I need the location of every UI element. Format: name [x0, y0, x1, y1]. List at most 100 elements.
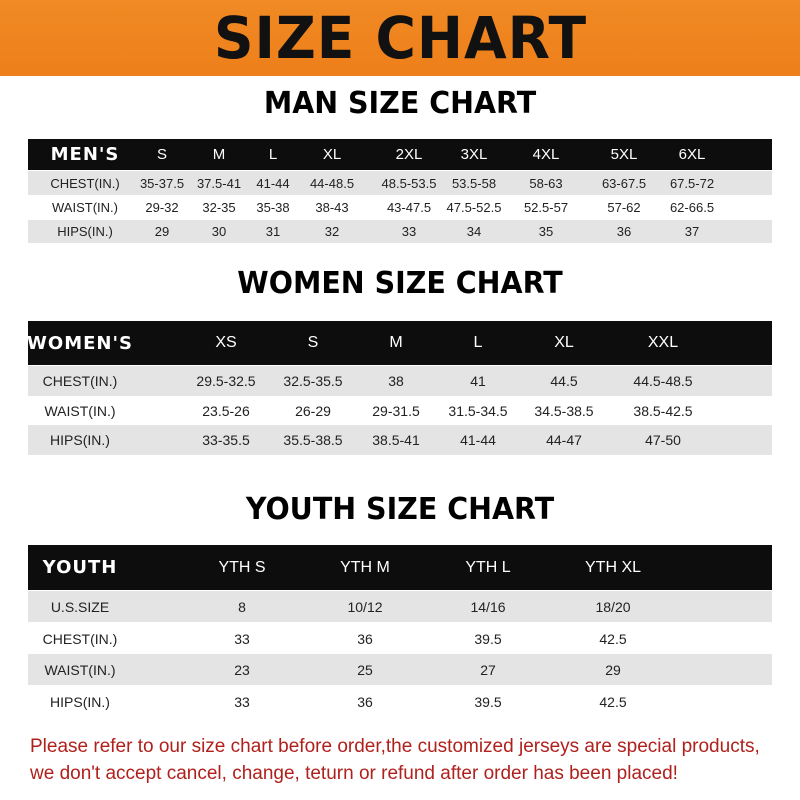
table-cell: 63-67.5: [601, 175, 647, 191]
table-cell: 29-31.5: [372, 402, 420, 419]
table-cell: 33: [234, 693, 250, 710]
size-header: M: [212, 146, 226, 163]
measurement-label: HIPS(IN.): [50, 432, 110, 448]
table-cell: 33-35.5: [202, 432, 250, 448]
measurement-label: CHEST(IN.): [42, 373, 118, 389]
men-title: MAN SIZE CHART: [263, 86, 537, 121]
table-row: WAIST(IN.) 23 25 27 29: [28, 654, 772, 685]
table-row: WAIST(IN.) 23.5-26 26-29 29-31.5 31.5-34.5 34…: [28, 396, 772, 425]
table-cell: 35-37.5: [139, 175, 185, 191]
table-cell: 33: [401, 224, 417, 239]
women-title: WOMEN SIZE CHART: [237, 266, 563, 301]
youth-header-row: YOUTH YTH S YTH M YTH L YTH XL: [28, 545, 772, 590]
table-cell: 37.5-41: [196, 175, 242, 191]
table-cell: 32: [324, 224, 340, 239]
table-cell: 38-43: [315, 200, 349, 215]
table-cell: 39.5: [474, 630, 502, 647]
table-cell: 38: [388, 373, 404, 389]
table-cell: 41: [470, 373, 486, 389]
table-cell: 37: [684, 224, 700, 239]
table-cell: 29-32: [145, 200, 179, 215]
table-cell: 10/12: [347, 598, 383, 615]
size-header: YTH S: [218, 558, 266, 576]
table-cell: 44-48.5: [309, 175, 355, 191]
size-header: S: [307, 334, 319, 351]
table-cell: 31.5-34.5: [448, 402, 508, 419]
table-cell: 35: [538, 224, 554, 239]
table-cell: 25: [357, 661, 373, 678]
size-header: 2XL: [395, 146, 423, 163]
table-cell: 33: [234, 630, 250, 647]
table-cell: 32-35: [202, 200, 236, 215]
size-header: XS: [215, 334, 237, 351]
size-header: S: [156, 146, 168, 163]
size-header: M: [389, 334, 403, 351]
table-cell: 44.5-48.5: [633, 373, 693, 389]
table-cell: 44.5: [550, 373, 578, 389]
table-cell: 39.5: [474, 693, 502, 710]
measurement-label: U.S.SIZE: [50, 598, 110, 615]
table-cell: 38.5-42.5: [633, 402, 693, 419]
measurement-label: HIPS(IN.): [50, 693, 110, 710]
table-cell: 35-38: [256, 200, 290, 215]
table-cell: 58-63: [529, 175, 563, 191]
table-cell: 36: [616, 224, 632, 239]
measurement-label: CHEST(IN.): [42, 630, 118, 647]
table-row: CHEST(IN.) 33 36 39.5 42.5: [28, 623, 772, 654]
table-label: WOMEN'S: [27, 332, 133, 354]
size-header: 4XL: [532, 146, 560, 163]
table-cell: 30: [211, 224, 227, 239]
women-header-row: WOMEN'S XS S M L XL XXL: [27, 321, 772, 365]
banner: SIZE CHART: [0, 0, 800, 76]
size-header: XXL: [647, 334, 679, 351]
table-row: HIPS(IN.) 33 36 39.5 42.5: [28, 686, 772, 717]
table-cell: 23: [234, 661, 250, 678]
table-label: YOUTH: [42, 557, 118, 578]
size-header: 6XL: [678, 146, 706, 163]
table-row: WAIST(IN.) 29-32 32-35 35-38 38-43 43-47.5 47.…: [28, 196, 772, 219]
table-cell: 42.5: [599, 630, 627, 647]
table-cell: 44-47: [546, 432, 582, 448]
size-header: YTH XL: [584, 558, 642, 576]
table-cell: 41-44: [460, 432, 496, 448]
table-cell: 34.5-38.5: [534, 402, 594, 419]
table-label: MEN'S: [50, 144, 120, 165]
notice-line-1: Please refer to our size chart before or…: [30, 736, 760, 757]
size-header: 3XL: [460, 146, 488, 163]
table-cell: 38.5-41: [372, 432, 420, 448]
table-cell: 57-62: [607, 200, 641, 215]
table-cell: 53.5-58: [451, 175, 497, 191]
size-header: 5XL: [610, 146, 638, 163]
table-cell: 29: [154, 224, 170, 239]
table-row: U.S.SIZE 8 10/12 14/16 18/20: [28, 591, 772, 622]
table-cell: 18/20: [595, 598, 631, 615]
table-cell: 43-47.5: [386, 200, 432, 215]
measurement-label: CHEST(IN.): [50, 175, 120, 191]
table-cell: 14/16: [470, 598, 506, 615]
table-cell: 32.5-35.5: [283, 373, 343, 389]
table-row: CHEST(IN.) 29.5-32.5 32.5-35.5 38 41 44.5 44.5…: [28, 366, 772, 396]
table-cell: 48.5-53.5: [381, 175, 437, 191]
size-header: YTH L: [465, 558, 511, 576]
table-cell: 36: [357, 630, 373, 647]
notice-line-2: we don't accept cancel, change, teturn o…: [30, 763, 678, 784]
table-cell: 31: [265, 224, 281, 239]
table-cell: 42.5: [599, 693, 627, 710]
size-header: L: [473, 334, 483, 351]
table-cell: 47-50: [645, 432, 681, 448]
table-cell: 29.5-32.5: [196, 373, 256, 389]
size-header: XL: [554, 334, 574, 351]
table-cell: 23.5-26: [202, 402, 250, 419]
table-row: HIPS(IN.) 29 30 31 32 33 34 35 36 37: [28, 220, 772, 243]
table-cell: 35.5-38.5: [283, 432, 343, 448]
men-header-row: MEN'S S M L XL 2XL 3XL 4XL 5XL 6XL: [28, 139, 772, 170]
measurement-label: HIPS(IN.): [57, 224, 113, 239]
size-header: XL: [322, 146, 342, 163]
youth-title: YOUTH SIZE CHART: [245, 492, 555, 527]
table-row: CHEST(IN.) 35-37.5 37.5-41 41-44 44-48.5 48.5…: [28, 171, 772, 195]
table-cell: 27: [480, 661, 496, 678]
measurement-label: WAIST(IN.): [44, 661, 116, 678]
measurement-label: WAIST(IN.): [52, 200, 118, 215]
table-cell: 34: [466, 224, 482, 239]
table-row: HIPS(IN.) 33-35.5 35.5-38.5 38.5-41 41-44 44-…: [28, 425, 772, 455]
